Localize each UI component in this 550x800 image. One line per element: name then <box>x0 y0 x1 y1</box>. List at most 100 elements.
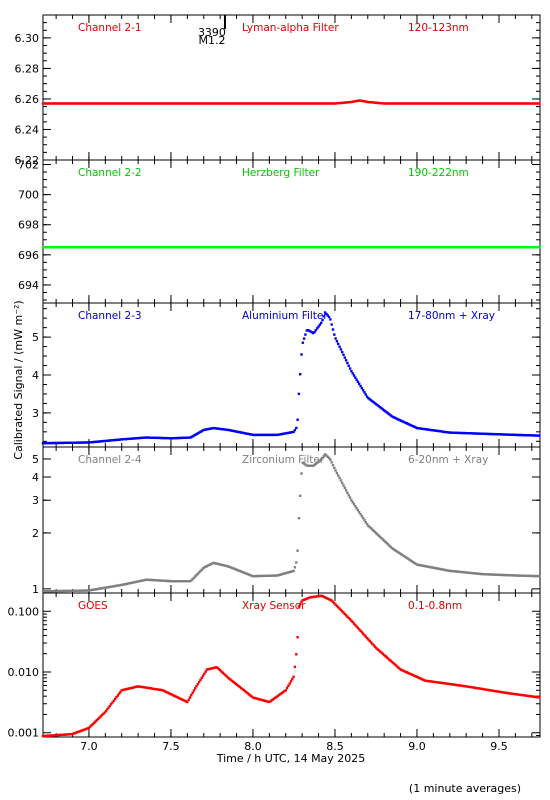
data-point <box>371 246 374 249</box>
data-point <box>407 558 411 561</box>
data-point <box>393 416 396 419</box>
data-point <box>453 431 457 434</box>
data-point <box>376 533 379 536</box>
data-point <box>409 423 412 427</box>
data-point <box>302 102 306 105</box>
data-point <box>484 432 487 435</box>
data-point <box>127 102 130 105</box>
data-point <box>498 246 501 249</box>
data-point <box>129 102 133 105</box>
data-point <box>386 657 390 660</box>
data-point <box>468 246 471 249</box>
data-point <box>528 574 531 578</box>
data-point <box>537 434 541 437</box>
data-point <box>337 606 340 609</box>
data-point <box>258 698 261 701</box>
data-point <box>167 692 171 695</box>
data-point <box>532 102 535 105</box>
data-point <box>258 102 261 105</box>
data-point <box>137 685 140 688</box>
data-point <box>296 102 299 105</box>
data-point <box>381 408 385 411</box>
data-point <box>253 102 256 105</box>
data-point <box>404 555 407 559</box>
data-point <box>144 436 147 439</box>
data-point <box>93 246 96 249</box>
data-point <box>490 246 493 249</box>
data-point <box>401 553 404 557</box>
data-point <box>230 102 234 105</box>
data-point <box>478 246 482 249</box>
data-point <box>455 570 458 573</box>
data-point <box>398 667 402 671</box>
data-point <box>365 246 369 249</box>
data-point <box>283 246 286 249</box>
data-point <box>65 733 68 736</box>
data-point <box>510 246 513 249</box>
data-point <box>346 101 349 104</box>
data-point <box>535 434 538 437</box>
data-point <box>537 696 541 699</box>
data-point <box>508 692 512 695</box>
data-point <box>144 578 147 582</box>
data-point <box>195 102 198 105</box>
data-point <box>419 677 423 680</box>
data-point <box>380 407 383 410</box>
data-point <box>56 733 59 737</box>
data-point <box>191 246 194 249</box>
data-point <box>367 100 370 104</box>
data-point <box>106 439 109 442</box>
data-point <box>393 102 396 105</box>
data-point <box>377 101 381 105</box>
data-point <box>436 429 440 433</box>
data-point <box>226 676 230 679</box>
data-point <box>414 102 417 105</box>
data-point <box>465 246 468 249</box>
data-point <box>83 102 87 105</box>
data-point <box>237 102 240 105</box>
data-point <box>505 691 508 695</box>
data-point <box>54 441 58 445</box>
data-point <box>360 99 364 103</box>
data-point <box>213 562 217 565</box>
data-point <box>212 666 215 670</box>
data-point <box>157 436 160 440</box>
data-point <box>205 246 209 249</box>
data-point <box>203 566 206 569</box>
data-point <box>520 693 524 697</box>
data-point <box>225 675 228 678</box>
data-point <box>184 436 188 439</box>
y-tick-label: 0.100 <box>8 605 40 618</box>
data-point <box>372 644 375 647</box>
data-point <box>117 246 121 249</box>
data-point <box>494 246 497 249</box>
data-point <box>333 333 336 336</box>
data-point <box>418 427 421 430</box>
data-point <box>533 434 537 437</box>
data-point <box>74 731 77 734</box>
data-point <box>199 569 202 573</box>
data-point <box>98 246 101 249</box>
data-point <box>266 246 269 249</box>
data-point <box>199 102 202 105</box>
data-point <box>213 427 217 430</box>
data-point <box>152 578 155 582</box>
data-point <box>448 682 451 686</box>
data-point <box>208 102 211 105</box>
data-point <box>204 670 207 673</box>
data-point <box>60 441 63 445</box>
data-point <box>430 680 433 683</box>
data-point <box>305 102 308 105</box>
data-point <box>305 246 308 249</box>
x-tick-label: 9.0 <box>408 740 426 753</box>
data-point <box>112 438 116 442</box>
data-point <box>440 430 444 433</box>
y-tick-label: 6.26 <box>15 93 40 106</box>
data-point <box>278 102 281 105</box>
data-point <box>137 580 140 583</box>
data-point <box>100 587 104 590</box>
data-point <box>359 513 362 516</box>
data-point <box>162 246 165 249</box>
data-point <box>510 574 513 577</box>
